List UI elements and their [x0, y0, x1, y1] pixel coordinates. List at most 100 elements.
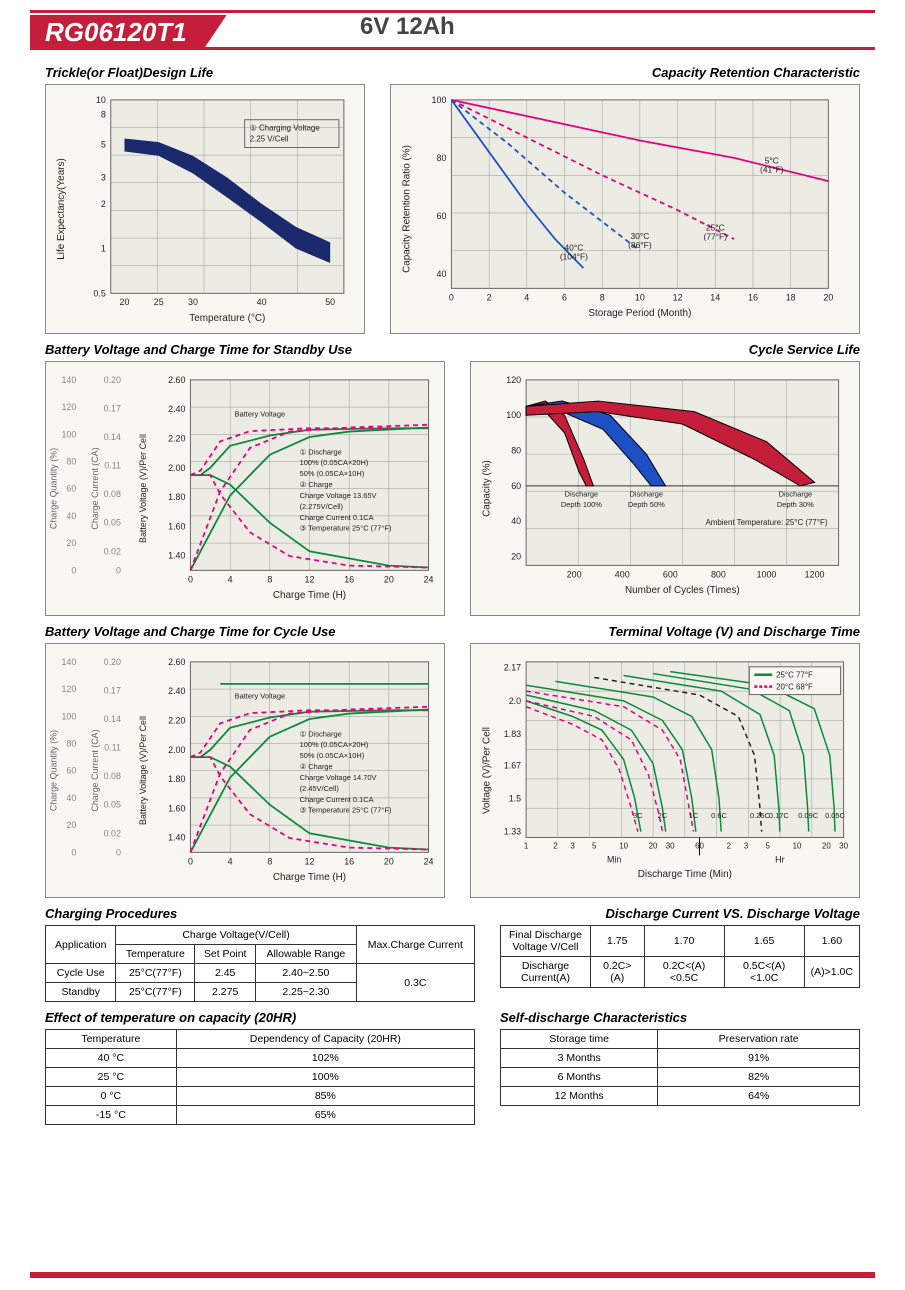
chart4-cycle-life: 2004006008001000120020406080100120Discha… [470, 361, 860, 616]
svg-text:2.0: 2.0 [509, 696, 521, 706]
svg-text:Charge Quantity (%): Charge Quantity (%) [48, 448, 58, 529]
svg-text:80: 80 [66, 456, 76, 466]
svg-text:140: 140 [61, 657, 76, 667]
svg-text:③ Temperature 25°C (77°F): ③ Temperature 25°C (77°F) [300, 806, 392, 815]
svg-text:0: 0 [116, 847, 121, 857]
svg-text:Capacity (%): Capacity (%) [481, 460, 492, 517]
svg-text:600: 600 [663, 569, 678, 579]
svg-text:Charge Current (CA): Charge Current (CA) [90, 729, 100, 811]
svg-text:2.17: 2.17 [504, 663, 521, 673]
svg-text:0.11: 0.11 [104, 461, 121, 471]
svg-text:2: 2 [487, 292, 492, 302]
footer-bar [30, 1272, 875, 1278]
th-allowable-range: Allowable Range [256, 945, 357, 964]
t3r0c0: 40 °C [46, 1049, 177, 1068]
svg-text:40: 40 [66, 793, 76, 803]
t3r2c0: 0 °C [46, 1087, 177, 1106]
svg-text:5: 5 [765, 841, 770, 850]
svg-text:1000: 1000 [757, 569, 777, 579]
svg-text:1.40: 1.40 [168, 551, 185, 561]
t3r0c1: 102% [176, 1049, 474, 1068]
table-temp-capacity: Temperature Dependency of Capacity (20HR… [45, 1029, 475, 1125]
svg-text:40: 40 [66, 511, 76, 521]
t4r1c0: 6 Months [501, 1068, 658, 1087]
svg-text:Depth 100%: Depth 100% [561, 500, 602, 509]
svg-text:② Charge: ② Charge [300, 762, 333, 771]
svg-text:Temperature (°C): Temperature (°C) [189, 313, 265, 324]
svg-text:5: 5 [101, 140, 106, 150]
chart6-title: Terminal Voltage (V) and Discharge Time [470, 624, 860, 639]
svg-text:0.14: 0.14 [104, 432, 121, 442]
svg-text:30: 30 [188, 297, 198, 307]
table1-title: Charging Procedures [45, 906, 475, 921]
svg-text:Life Expectancy(Years): Life Expectancy(Years) [56, 158, 67, 260]
t3r3c1: 65% [176, 1106, 474, 1125]
svg-text:20: 20 [384, 574, 394, 584]
t3r2c1: 85% [176, 1087, 474, 1106]
cell-app0: Cycle Use [46, 964, 116, 983]
table2-title: Discharge Current VS. Discharge Voltage [500, 906, 860, 921]
svg-text:2.60: 2.60 [168, 375, 185, 385]
th-discharge-current: Discharge Current(A) [501, 957, 591, 988]
svg-text:20°C 68°F: 20°C 68°F [776, 683, 813, 692]
svg-text:40: 40 [437, 269, 447, 279]
svg-text:50% (0.05CA×10H): 50% (0.05CA×10H) [300, 751, 365, 760]
table-charging-procedures: Application Charge Voltage(V/Cell) Max.C… [45, 925, 475, 1002]
svg-text:10: 10 [96, 95, 106, 105]
svg-text:25°C 77°F: 25°C 77°F [776, 671, 813, 680]
svg-text:120: 120 [61, 402, 76, 412]
t3r1c1: 100% [176, 1068, 474, 1087]
svg-text:60: 60 [437, 211, 447, 221]
svg-text:Battery Voltage (V)/Per Cell: Battery Voltage (V)/Per Cell [138, 434, 148, 543]
svg-text:Charge Voltage 13.65V: Charge Voltage 13.65V [300, 491, 377, 500]
svg-text:Charge Voltage 14.70V: Charge Voltage 14.70V [300, 773, 377, 782]
svg-text:100: 100 [432, 95, 447, 105]
th-t3-1: Dependency of Capacity (20HR) [176, 1030, 474, 1049]
cell-c1: 0.2C<(A)<0.5C [644, 957, 724, 988]
cell-v1: 1.70 [644, 926, 724, 957]
th-set-point: Set Point [195, 945, 256, 964]
svg-text:80: 80 [66, 738, 76, 748]
svg-text:400: 400 [615, 569, 630, 579]
cell-range0: 2.40~2.50 [256, 964, 357, 983]
svg-text:0.20: 0.20 [104, 657, 121, 667]
svg-text:Ambient Temperature: 25°C (77°: Ambient Temperature: 25°C (77°F) [706, 518, 828, 527]
svg-text:30: 30 [666, 841, 675, 850]
svg-text:140: 140 [61, 375, 76, 385]
svg-text:100% (0.05CA×20H): 100% (0.05CA×20H) [300, 458, 369, 467]
svg-text:2.40: 2.40 [168, 404, 185, 414]
svg-text:100% (0.05CA×20H): 100% (0.05CA×20H) [300, 740, 369, 749]
svg-text:3: 3 [744, 841, 749, 850]
th-t4-0: Storage time [501, 1030, 658, 1049]
cell-c3: (A)>1.0C [804, 957, 859, 988]
svg-text:2: 2 [101, 199, 106, 209]
svg-text:20: 20 [66, 820, 76, 830]
svg-text:Charge Current (CA): Charge Current (CA) [90, 447, 100, 529]
svg-text:50: 50 [325, 297, 335, 307]
svg-text:(2.275V/Cell): (2.275V/Cell) [300, 502, 344, 511]
table-self-discharge: Storage time Preservation rate 3 Months9… [500, 1029, 860, 1106]
svg-text:3: 3 [101, 173, 106, 183]
t4r0c0: 3 Months [501, 1049, 658, 1068]
svg-text:30: 30 [839, 841, 848, 850]
cell-sp0: 2.45 [195, 964, 256, 983]
svg-text:① Discharge: ① Discharge [300, 447, 342, 456]
svg-text:0.02: 0.02 [104, 828, 121, 838]
th-t4-1: Preservation rate [658, 1030, 860, 1049]
t4r2c0: 12 Months [501, 1087, 658, 1106]
svg-text:12: 12 [305, 856, 315, 866]
svg-text:10: 10 [619, 841, 628, 850]
cell-c0: 0.2C>(A) [591, 957, 645, 988]
svg-text:20: 20 [120, 297, 130, 307]
svg-text:0: 0 [116, 565, 121, 575]
svg-text:Min: Min [607, 854, 621, 864]
header-bar: RG06120T1 6V 12Ah [30, 10, 875, 50]
svg-text:0: 0 [188, 574, 193, 584]
svg-text:120: 120 [506, 375, 521, 385]
svg-text:② Charge: ② Charge [300, 480, 333, 489]
svg-text:Charge Time (H): Charge Time (H) [273, 590, 346, 601]
svg-text:(2.45V/Cell): (2.45V/Cell) [300, 784, 340, 793]
svg-text:Charge Quantity (%): Charge Quantity (%) [48, 730, 58, 811]
svg-text:0.08: 0.08 [104, 489, 121, 499]
chart1-trickle-life: 0.512358102025304050Life Expectancy(Year… [45, 84, 365, 334]
